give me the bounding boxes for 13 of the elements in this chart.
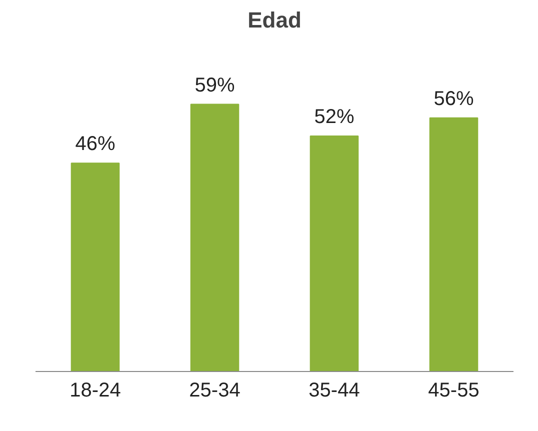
data-label: 59% <box>194 74 235 96</box>
data-label: 46% <box>75 133 116 156</box>
bar <box>310 136 359 372</box>
bar <box>190 104 240 372</box>
x-tick-label: 35-44 <box>308 380 360 402</box>
bar <box>70 162 120 372</box>
chart-title: Edad <box>248 8 302 32</box>
data-label: 56% <box>434 88 474 110</box>
x-tick-label: 18-24 <box>70 380 121 402</box>
bar <box>429 117 478 372</box>
x-tick-label: 25-34 <box>189 380 240 402</box>
x-tick-label: 45-55 <box>428 380 480 402</box>
data-label: 52% <box>314 106 354 128</box>
